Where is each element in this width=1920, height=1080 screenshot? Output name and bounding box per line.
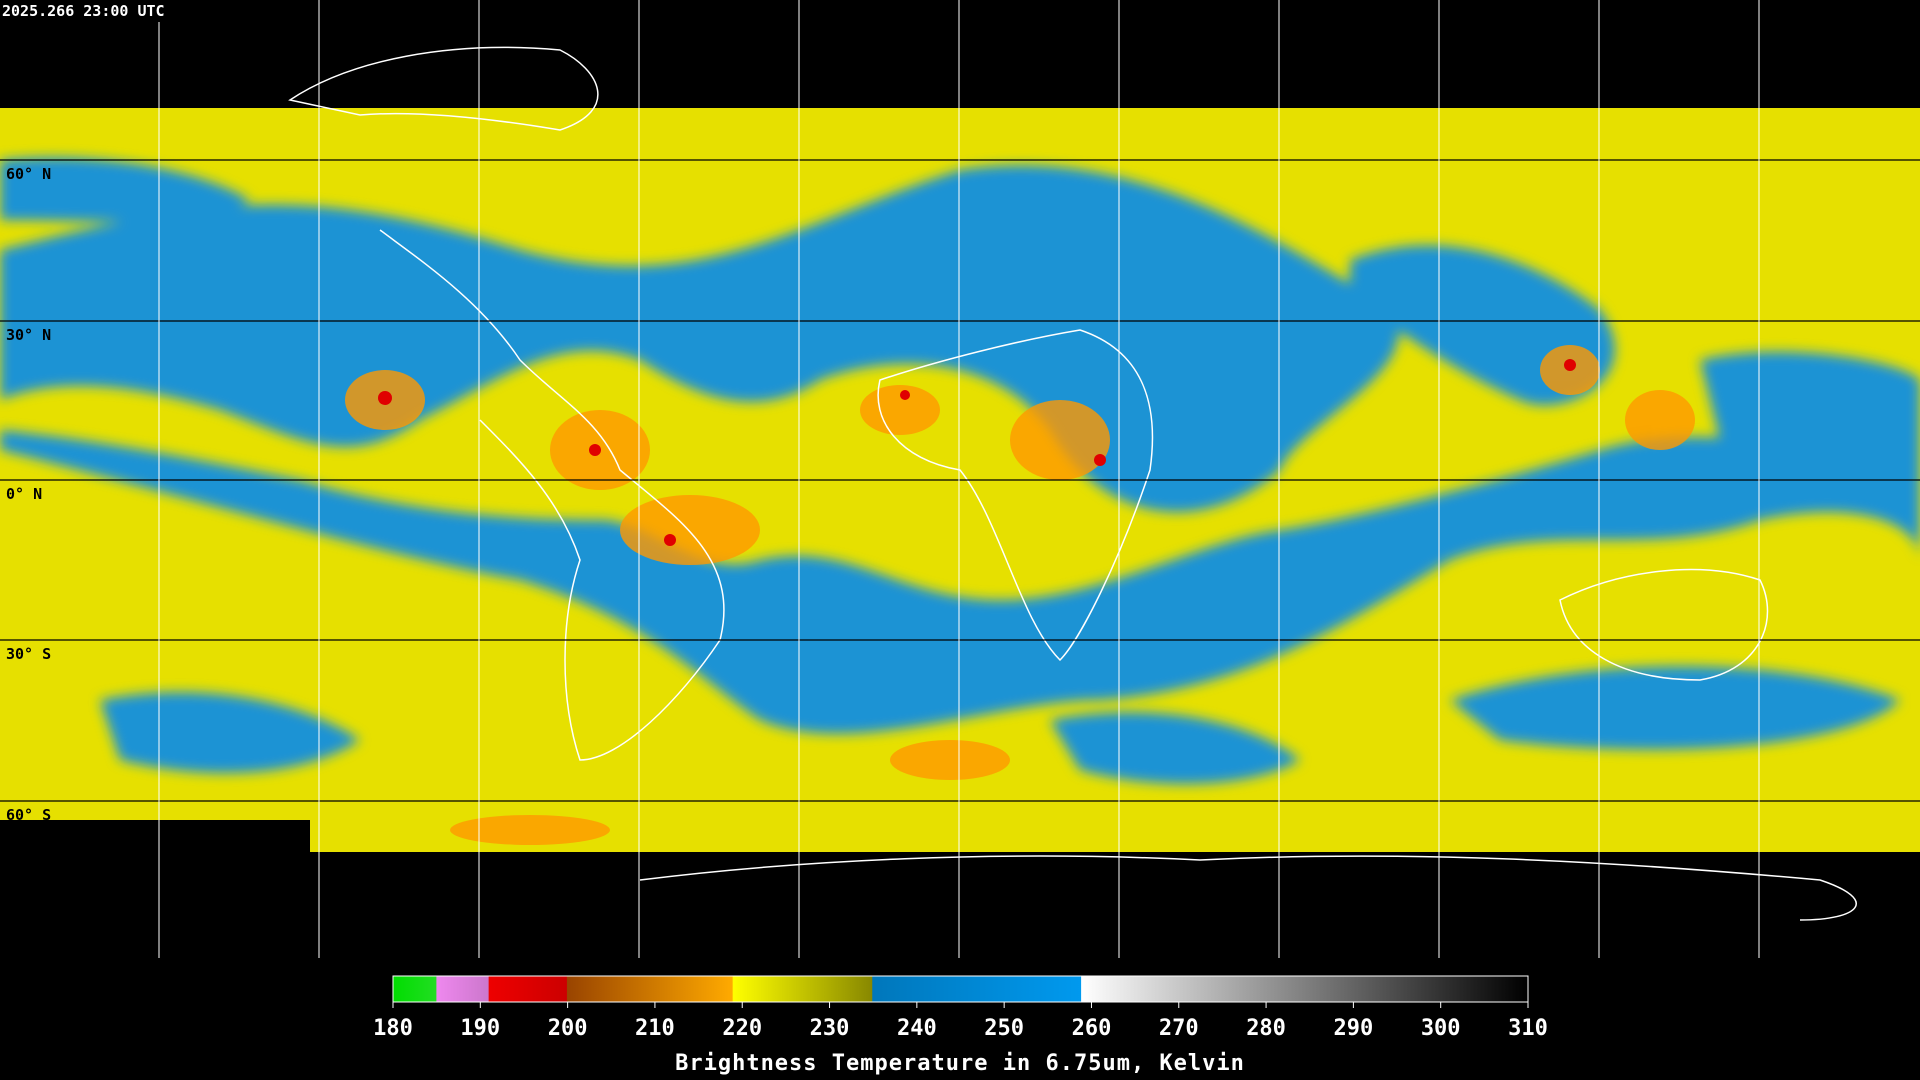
colorbar-label: Brightness Temperature in 6.75um, Kelvin [675, 1051, 1245, 1076]
colorbar-tick-label: 240 [897, 1016, 937, 1041]
colorbar-tick-label: 280 [1246, 1016, 1286, 1041]
latitude-label: 30° N [6, 326, 51, 344]
colorbar-tick-label: 230 [810, 1016, 850, 1041]
title-background [0, 0, 250, 22]
colorbar-tick-label: 210 [635, 1016, 675, 1041]
colorbar-tick-label: 220 [722, 1016, 762, 1041]
colorbar-ticks: 180 190 200 210 220 230 240 250 260 270 280 290 300 3… [373, 1002, 1548, 1041]
colorbar [392, 975, 1529, 1003]
colorbar-tick-label: 300 [1421, 1016, 1461, 1041]
colorbar-tick-label: 180 [373, 1016, 413, 1041]
colorbar-tick-label: 190 [460, 1016, 500, 1041]
latitude-label: 0° N [6, 485, 42, 503]
colorbar-tick-label: 250 [984, 1016, 1024, 1041]
colorbar-tick-label: 290 [1334, 1016, 1374, 1041]
latitude-lines [0, 159, 1920, 802]
deep-convection [378, 359, 1576, 546]
missing-data [0, 820, 310, 860]
colorbar-tick-label: 260 [1072, 1016, 1112, 1041]
longitude-lines [158, 0, 1760, 958]
latitude-label: 60° N [6, 165, 51, 183]
timestamp: 2025.266 23:00 UTC [2, 2, 165, 20]
latitude-label: 30° S [6, 645, 51, 663]
imagery [0, 108, 1920, 860]
colorbar-tick-label: 270 [1159, 1016, 1199, 1041]
latitude-labels: 60° N 30° N 0° N 30° S 60° S [6, 165, 51, 824]
colorbar-tick-label: 310 [1508, 1016, 1548, 1041]
latitude-label: 60° S [6, 806, 51, 824]
colorbar-tick-label: 200 [548, 1016, 588, 1041]
